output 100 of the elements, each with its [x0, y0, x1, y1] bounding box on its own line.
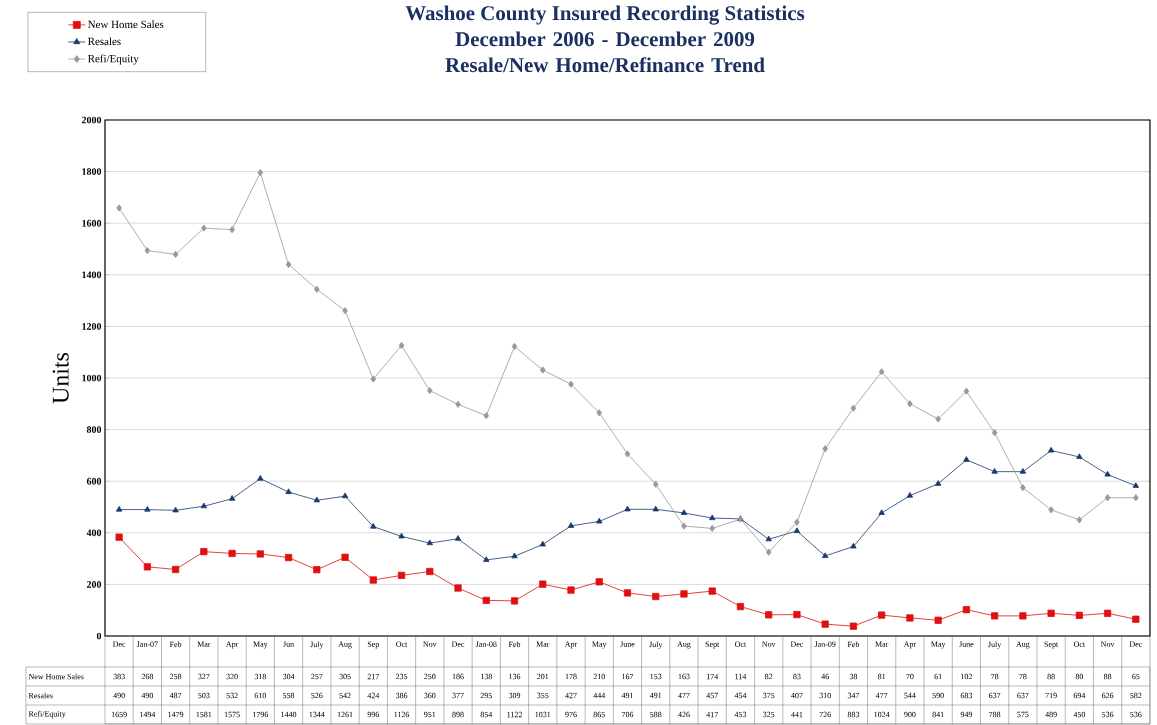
point [736, 603, 745, 611]
point [596, 517, 603, 524]
point [228, 495, 236, 501]
y-tick-label: 1600 [82, 219, 102, 227]
y-tick-label: 600 [86, 477, 102, 485]
point [1104, 470, 1111, 477]
point [1076, 516, 1083, 524]
point [143, 563, 151, 571]
point [369, 576, 377, 584]
y-tick-label: 2000 [81, 116, 102, 124]
point [285, 260, 292, 269]
point [539, 366, 546, 374]
point [483, 556, 490, 562]
point [962, 606, 970, 614]
point [850, 542, 857, 549]
point [341, 492, 349, 499]
point [906, 614, 914, 622]
point [652, 505, 659, 512]
chart-subtitle: December 2006 - December 2009 Resale/New Home/Refinance Trend [445, 31, 765, 73]
point [850, 404, 857, 412]
legend-label: Resales [87, 37, 121, 46]
point [878, 368, 885, 376]
point [539, 540, 546, 547]
point [257, 169, 264, 177]
point [624, 505, 631, 512]
y-tick-label: 1200 [82, 323, 102, 330]
point [172, 506, 179, 513]
point [341, 553, 349, 561]
y-tick-label: 1400 [82, 271, 102, 279]
y-tick-label: 1000 [82, 374, 102, 382]
point [1048, 506, 1054, 514]
y-tick-label: 400 [86, 529, 102, 537]
point [624, 450, 631, 458]
point [200, 548, 208, 556]
point [596, 409, 603, 417]
point [934, 616, 942, 624]
y-tick-label: 200 [86, 581, 102, 588]
point [454, 535, 462, 541]
point [652, 592, 660, 601]
chart-title: Washoe County Insured Recording Statistics [405, 5, 805, 25]
point [1075, 611, 1083, 619]
point [906, 492, 914, 498]
point [1020, 484, 1026, 492]
point [822, 552, 829, 559]
point [370, 523, 377, 529]
point [1104, 494, 1111, 502]
point [623, 589, 632, 597]
point [172, 250, 179, 258]
point [115, 533, 123, 541]
point [991, 612, 999, 620]
point [115, 505, 123, 512]
point [567, 586, 575, 594]
point [257, 475, 264, 481]
point [567, 522, 575, 528]
point [426, 539, 433, 546]
point [794, 518, 800, 526]
point [454, 584, 462, 592]
point [793, 611, 801, 619]
point [1133, 494, 1139, 502]
point [370, 375, 377, 383]
point [426, 567, 434, 576]
point [200, 502, 208, 509]
point [709, 514, 716, 521]
point [934, 480, 942, 486]
y-tick-label: 0 [96, 632, 102, 640]
point [229, 226, 235, 234]
point [313, 496, 320, 503]
point [680, 590, 688, 598]
point [849, 622, 858, 630]
point [1076, 453, 1083, 459]
point [568, 380, 574, 388]
point [116, 204, 122, 212]
point [821, 620, 829, 628]
point [878, 509, 885, 515]
point [314, 285, 320, 293]
point [201, 224, 207, 232]
y-tick-label: 800 [86, 426, 102, 433]
point [793, 527, 801, 533]
point [172, 565, 180, 574]
point [681, 522, 687, 530]
point [991, 468, 998, 474]
y-axis-title: Units [52, 352, 69, 404]
point [483, 412, 490, 420]
point [398, 341, 405, 350]
point [680, 509, 688, 515]
y-tick-label: 1800 [82, 168, 102, 175]
point [963, 456, 970, 462]
point [510, 597, 519, 605]
point [285, 488, 292, 495]
point [511, 552, 518, 559]
point [1047, 609, 1055, 617]
legend-label: New Home Sales [87, 20, 164, 29]
point [313, 566, 321, 574]
legend-label: Refi/Equity [87, 54, 139, 65]
point [511, 342, 518, 351]
point [455, 400, 461, 408]
point [709, 524, 715, 532]
point [482, 596, 490, 604]
point [1104, 609, 1112, 617]
point [1019, 612, 1027, 620]
